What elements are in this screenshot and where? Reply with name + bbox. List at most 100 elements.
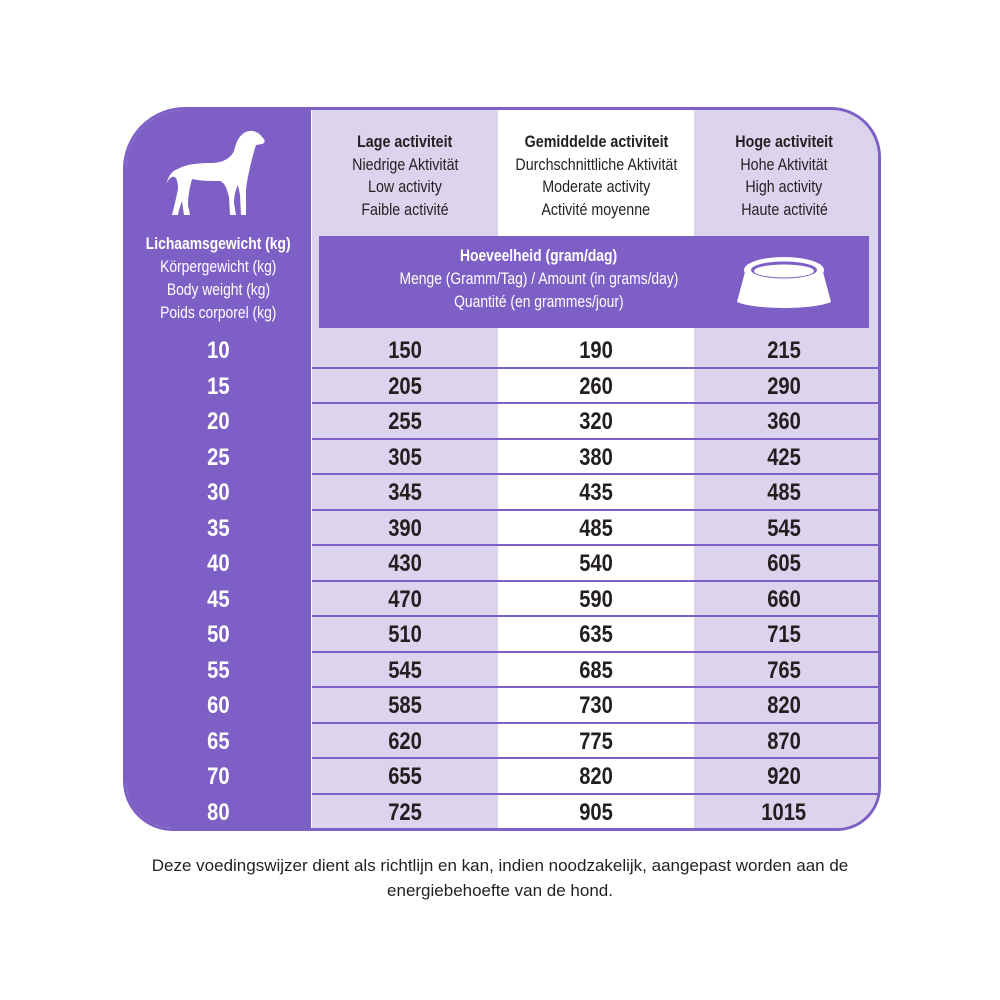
weight-cell: 65 <box>126 724 311 760</box>
weight-cell: 25 <box>126 440 311 476</box>
low-activity-column <box>312 110 498 828</box>
moderate-activity-cell-value: 435 <box>579 479 613 506</box>
high-activity-header: Hoge activiteit Hohe Aktivität High acti… <box>694 131 874 221</box>
weight-header: Lichaamsgewicht (kg) Körpergewicht (kg) … <box>126 233 311 325</box>
low-activity-cell-value: 430 <box>388 550 422 577</box>
moderate-activity-cell-value: 775 <box>579 727 613 755</box>
weight-cell-value: 30 <box>207 479 230 506</box>
high-activity-cell-value: 485 <box>767 479 801 506</box>
high-activity-cell: 545 <box>694 511 874 547</box>
row-divider <box>312 473 878 475</box>
row-divider <box>312 650 878 653</box>
low-activity-header: Lage activiteit Niedrige Aktivität Low a… <box>312 131 498 221</box>
low-activity-cell-value: 255 <box>388 408 422 435</box>
low-activity-cell: 545 <box>312 653 498 689</box>
moderate-activity-cell-value: 730 <box>579 692 613 719</box>
row-divider <box>312 615 878 617</box>
moderate-activity-header: Gemiddelde activiteit Durchschnittliche … <box>499 131 693 221</box>
moderate-activity-cell: 380 <box>499 440 693 476</box>
weight-cell: 80 <box>126 795 311 829</box>
table-row: 55 545 685 765 <box>126 653 878 689</box>
weight-cell: 15 <box>126 369 311 405</box>
high-activity-cell-value: 920 <box>767 763 801 790</box>
weight-cell-value: 25 <box>207 443 230 471</box>
low-activity-cell-value: 655 <box>388 763 422 790</box>
moderate-activity-cell-value: 540 <box>579 550 613 577</box>
high-activity-cell-value: 1015 <box>761 798 807 826</box>
row-divider <box>312 579 878 582</box>
weight-cell: 30 <box>126 475 311 511</box>
row-divider <box>312 366 878 369</box>
high-activity-column <box>694 110 878 828</box>
row-divider <box>312 544 878 546</box>
low-activity-cell-value: 545 <box>388 656 422 684</box>
table-row: 40 430 540 605 <box>126 546 878 582</box>
weight-cell-value: 20 <box>207 408 230 435</box>
moderate-activity-cell-value: 190 <box>579 337 613 364</box>
moderate-activity-cell-value: 590 <box>579 585 613 613</box>
table-row: 20 255 320 360 <box>126 404 878 440</box>
moderate-activity-cell-value: 820 <box>579 763 613 790</box>
moderate-activity-cell: 730 <box>499 688 693 724</box>
low-activity-cell-value: 725 <box>388 798 422 826</box>
column-subtitle: Activité moyenne <box>541 199 651 219</box>
weight-cell: 45 <box>126 582 311 618</box>
weight-cell: 35 <box>126 511 311 547</box>
column-subtitle: Faible activité <box>361 199 449 219</box>
moderate-activity-cell-value: 485 <box>579 514 613 542</box>
weight-cell: 20 <box>126 404 311 440</box>
table-row: 30 345 435 485 <box>126 475 878 511</box>
weight-cell: 60 <box>126 688 311 724</box>
low-activity-cell-value: 585 <box>388 692 422 719</box>
moderate-activity-cell: 320 <box>499 404 693 440</box>
weight-cell-value: 45 <box>207 585 230 613</box>
table-row: 70 655 820 920 <box>126 759 878 795</box>
table-row: 15 205 260 290 <box>126 369 878 405</box>
low-activity-cell-value: 510 <box>388 621 422 648</box>
weight-header-title: Lichaamsgewicht (kg) <box>146 235 291 253</box>
row-divider <box>312 721 878 724</box>
high-activity-cell: 820 <box>694 688 874 724</box>
weight-cell-value: 15 <box>207 372 230 400</box>
high-activity-cell-value: 360 <box>767 408 801 435</box>
moderate-activity-cell-value: 380 <box>579 443 613 471</box>
table-row: 10 150 190 215 <box>126 333 878 369</box>
low-activity-cell-value: 390 <box>388 514 422 542</box>
moderate-activity-cell: 635 <box>499 617 693 653</box>
table-row: 25 305 380 425 <box>126 440 878 476</box>
moderate-activity-cell: 260 <box>499 369 693 405</box>
table-row: 60 585 730 820 <box>126 688 878 724</box>
weight-column <box>126 110 311 828</box>
column-subtitle: Hohe Aktivität <box>740 154 828 174</box>
moderate-activity-cell: 190 <box>499 333 693 369</box>
column-subtitle: Niedrige Aktivität <box>351 154 459 174</box>
high-activity-cell-value: 605 <box>767 550 801 577</box>
column-title: Hoge activiteit <box>735 132 833 151</box>
row-divider <box>312 757 878 759</box>
low-activity-cell: 470 <box>312 582 498 618</box>
high-activity-cell: 215 <box>694 333 874 369</box>
low-activity-cell: 585 <box>312 688 498 724</box>
low-activity-cell: 205 <box>312 369 498 405</box>
weight-cell-value: 50 <box>207 621 230 648</box>
amount-header-title: Hoeveelheid (gram/dag) <box>460 247 618 265</box>
amount-header-line: Menge (Gramm/Tag) / Amount (in grams/day… <box>399 270 679 288</box>
column-subtitle: Durchschnittliche Aktivität <box>515 154 677 174</box>
weight-cell: 50 <box>126 617 311 653</box>
high-activity-cell-value: 715 <box>767 621 801 648</box>
row-divider <box>312 792 878 795</box>
moderate-activity-cell-value: 685 <box>579 656 613 684</box>
moderate-activity-cell: 685 <box>499 653 693 689</box>
moderate-activity-cell: 590 <box>499 582 693 618</box>
high-activity-cell: 290 <box>694 369 874 405</box>
amount-header-band: Hoeveelheid (gram/dag) Menge (Gramm/Tag)… <box>319 236 869 328</box>
high-activity-cell: 870 <box>694 724 874 760</box>
low-activity-cell-value: 345 <box>388 479 422 506</box>
moderate-activity-cell-value: 320 <box>579 408 613 435</box>
high-activity-cell: 360 <box>694 404 874 440</box>
high-activity-cell-value: 425 <box>767 443 801 471</box>
row-divider <box>312 402 878 404</box>
moderate-activity-cell: 905 <box>499 795 693 829</box>
low-activity-cell: 150 <box>312 333 498 369</box>
table-row: 80 725 905 1015 <box>126 795 878 829</box>
